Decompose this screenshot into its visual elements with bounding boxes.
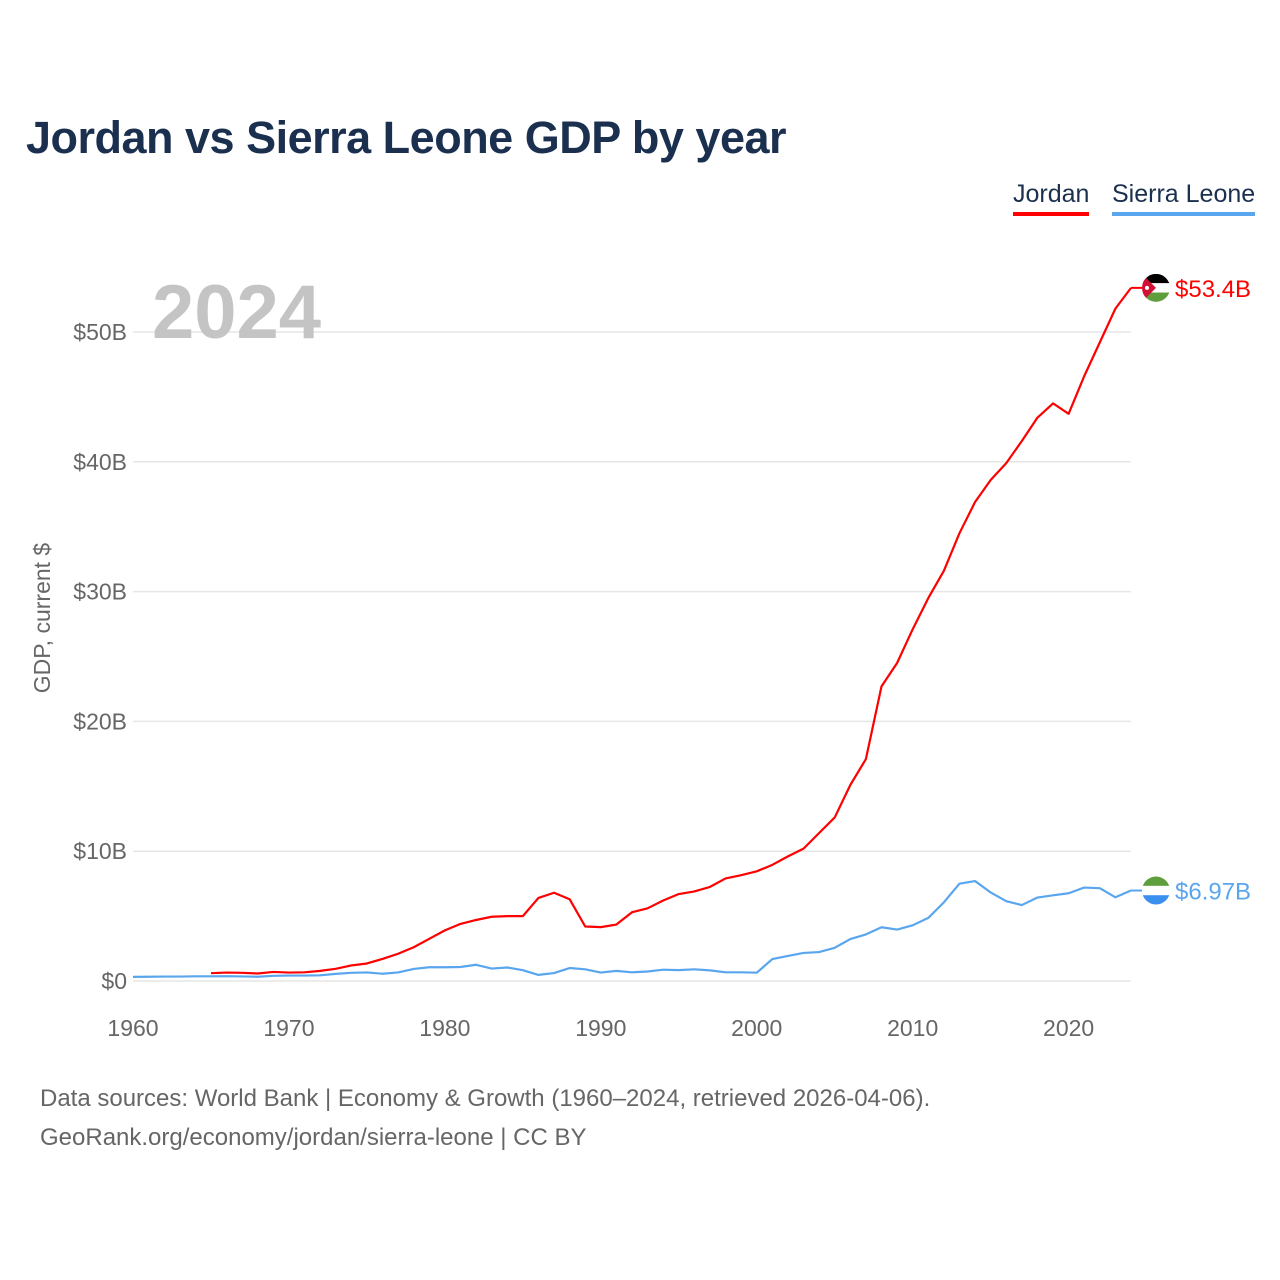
- x-tick-label: 2010: [887, 1015, 938, 1041]
- jordan-flag-icon: [1142, 273, 1170, 302]
- flag-star: [1145, 285, 1149, 290]
- flag-stripe: [1142, 292, 1170, 302]
- end-value-label: $6.97B: [1175, 879, 1251, 906]
- x-tick-label: 1970: [263, 1015, 314, 1041]
- x-tick-label: 1980: [419, 1015, 470, 1041]
- y-tick-label: $0: [101, 968, 127, 994]
- legend-sierra-leone[interactable]: Sierra Leone: [1112, 180, 1256, 216]
- x-tick-label: 2020: [1043, 1015, 1094, 1041]
- flag-stripe: [1142, 895, 1170, 905]
- flag-stripe: [1142, 283, 1170, 293]
- end-value-label: $53.4B: [1175, 276, 1251, 303]
- footer-url[interactable]: GeoRank.org/economy/jordan/sierra-leone …: [40, 1124, 587, 1151]
- legend-jordan[interactable]: Jordan: [1013, 180, 1090, 216]
- chart-title: Jordan vs Sierra Leone GDP by year: [26, 112, 787, 163]
- year-watermark: 2024: [152, 270, 321, 355]
- x-tick-label: 1960: [107, 1015, 158, 1041]
- y-tick-label: $20B: [73, 708, 127, 734]
- y-tick-label: $30B: [73, 579, 127, 605]
- x-tick-label: 1990: [575, 1015, 626, 1041]
- y-axis-label: GDP, current $: [29, 543, 55, 694]
- flag-stripe: [1142, 876, 1170, 886]
- flag-stripe: [1142, 885, 1170, 896]
- y-tick-label: $10B: [73, 838, 127, 864]
- x-tick-label: 2000: [731, 1015, 782, 1041]
- series-line-jordan: [210, 287, 1132, 975]
- y-tick-label: $50B: [73, 319, 127, 345]
- footer-sources: Data sources: World Bank | Economy & Gro…: [40, 1085, 931, 1112]
- y-tick-label: $40B: [73, 449, 127, 475]
- flag-stripe: [1142, 273, 1170, 284]
- sierra-leone-flag-icon: [1142, 876, 1170, 905]
- series-line-sierra-leone: [132, 879, 1132, 978]
